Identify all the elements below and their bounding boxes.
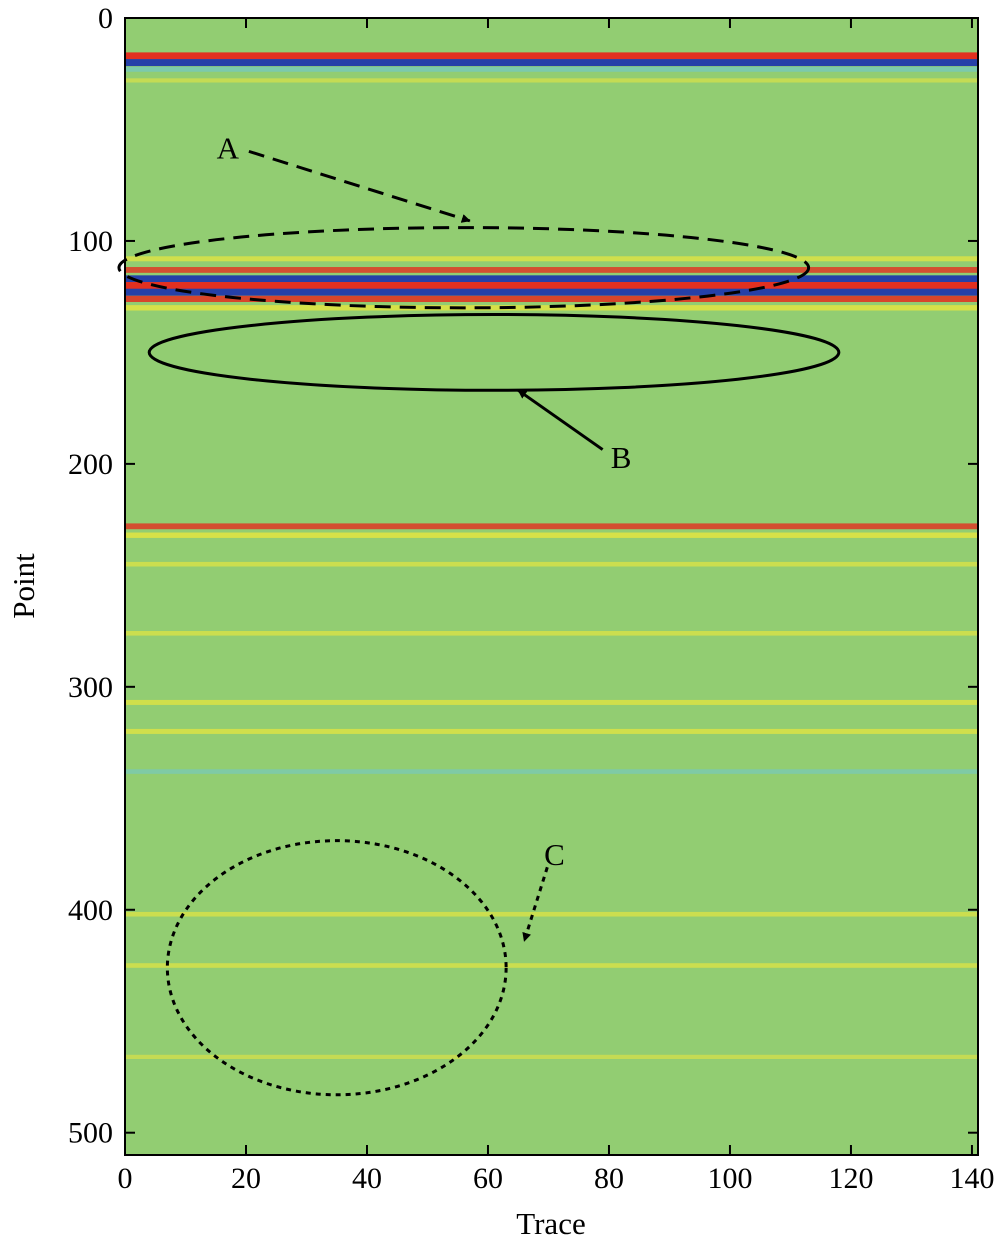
x-tick-label: 140 — [949, 1162, 994, 1195]
x-tick-label: 40 — [352, 1162, 382, 1195]
x-tick-label: 0 — [118, 1162, 133, 1195]
y-tick-label: 0 — [98, 2, 113, 35]
annotations: A B C — [117, 130, 841, 1097]
annotation-label-b: B — [611, 440, 632, 475]
heatmap-band — [125, 52, 978, 60]
y-tick-label: 300 — [68, 671, 113, 704]
annotation-arrow-a — [248, 149, 471, 223]
axis-ticks: 0 20 40 60 80 100 120 140 0 100 200 300 400 500 — [68, 2, 994, 1195]
annotation-ellipse-c — [165, 839, 508, 1097]
annotation-ellipse-b — [147, 313, 841, 392]
heatmap-background — [125, 18, 978, 1155]
x-tick-label: 60 — [473, 1162, 503, 1195]
heatmap-band — [125, 282, 978, 290]
x-tick-label: 120 — [828, 1162, 873, 1195]
annotation-label-c: C — [544, 837, 565, 872]
heatmap-band — [125, 963, 978, 968]
heatmap-band — [125, 699, 978, 705]
heatmap-band — [125, 78, 978, 83]
heatmap-band — [125, 769, 978, 774]
annotation-arrow-c — [522, 866, 549, 942]
x-tick-label: 80 — [594, 1162, 624, 1195]
y-tick-label: 400 — [68, 894, 113, 927]
x-tick-label: 20 — [231, 1162, 261, 1195]
annotation-ellipse-a — [117, 226, 811, 310]
y-tick-label: 500 — [68, 1117, 113, 1150]
heatmap-band — [125, 256, 978, 262]
heatmap-band — [125, 911, 978, 917]
heatmap-band — [125, 288, 978, 296]
y-axis-label: Point — [6, 553, 41, 619]
annotation-label-a: A — [217, 130, 240, 165]
x-axis-label: Trace — [516, 1206, 585, 1241]
annotation-arrow-b — [517, 389, 604, 451]
heatmap-band — [125, 631, 978, 636]
heatmap-band — [125, 523, 978, 530]
y-tick-label: 200 — [68, 448, 113, 481]
heatmap-bands — [125, 52, 978, 1060]
heatmap-band — [125, 561, 978, 567]
heatmap-band — [125, 275, 978, 283]
heatmap-band — [125, 267, 978, 273]
heatmap-band — [125, 1054, 978, 1060]
y-tick-label: 100 — [68, 225, 113, 258]
heatmap-plot-area — [125, 18, 978, 1155]
heatmap-band — [125, 728, 978, 734]
plot-frame — [124, 17, 979, 1156]
heatmap-band — [125, 295, 978, 303]
x-tick-label: 100 — [707, 1162, 752, 1195]
heatmap-band — [125, 532, 978, 538]
heatmap-band — [125, 66, 978, 72]
heatmap-band — [125, 59, 978, 67]
